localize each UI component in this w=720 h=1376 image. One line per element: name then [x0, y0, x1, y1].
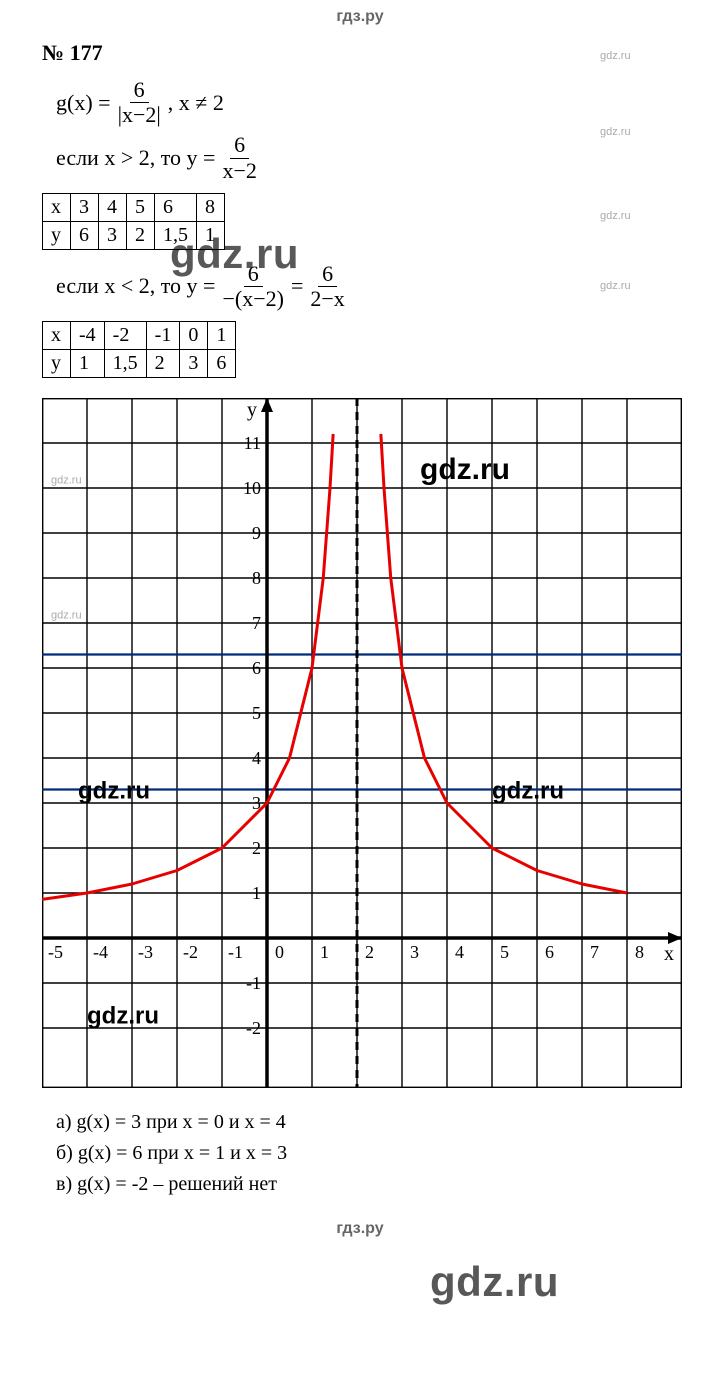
eq-lhs: g(x) = [56, 90, 111, 116]
svg-text:5: 5 [252, 703, 261, 723]
svg-text:4: 4 [455, 942, 464, 962]
watermark-big: gdz.ru [170, 230, 299, 278]
svg-text:-1: -1 [246, 973, 261, 993]
table-cell: 4 [99, 193, 127, 221]
watermark-small: gdz.ru [600, 210, 631, 222]
function-chart: -5 -4 -3 -2 -1 0 1 2 3 4 5 6 7 8 -2 -1 1 2 3 4 5 6 7 8 9 10 11 x y gd… [42, 398, 682, 1088]
svg-text:gdz.ru: gdz.ru [420, 453, 510, 486]
svg-text:1: 1 [252, 883, 261, 903]
answer-c: в) g(x) = -2 – решений нет [56, 1173, 720, 1196]
table-cell: x [43, 322, 71, 350]
svg-text:-1: -1 [228, 942, 243, 962]
svg-text:-3: -3 [138, 942, 153, 962]
branch1-den: x−2 [218, 159, 260, 183]
watermark-small: gdz.ru [600, 126, 631, 138]
svg-text:y: y [247, 399, 257, 421]
table-cell: -2 [104, 322, 146, 350]
eq-cond: , x ≠ 2 [168, 90, 224, 116]
branch1-equation: если x > 2, то y = 6 x−2 [56, 133, 720, 182]
site-footer: гдз.ру [0, 1204, 720, 1246]
table-cell: -1 [146, 322, 180, 350]
branch1-prefix: если x > 2, то y = [56, 145, 215, 171]
svg-text:gdz.ru: gdz.ru [87, 1003, 159, 1030]
svg-text:7: 7 [590, 942, 599, 962]
branch1-num: 6 [230, 133, 249, 158]
eq-den: |x−2| [114, 103, 165, 127]
svg-text:gdz.ru: gdz.ru [51, 610, 82, 622]
svg-text:10: 10 [243, 478, 261, 498]
table-cell: 2 [127, 221, 155, 249]
svg-text:6: 6 [252, 658, 261, 678]
table-cell: 1 [208, 322, 236, 350]
table-cell: 1 [71, 350, 105, 378]
table-cell: 6 [155, 193, 197, 221]
table-cell: 3 [180, 350, 208, 378]
branch2-den2: 2−x [306, 287, 348, 311]
svg-text:-4: -4 [93, 942, 108, 962]
svg-text:x: x [664, 943, 674, 965]
svg-text:9: 9 [252, 523, 261, 543]
svg-text:4: 4 [252, 748, 261, 768]
table2: x-4-2-101y11,5236 [42, 321, 236, 378]
table-cell: 8 [197, 193, 225, 221]
table-cell: 1,5 [104, 350, 146, 378]
svg-text:gdz.ru: gdz.ru [51, 475, 82, 487]
svg-text:2: 2 [365, 942, 374, 962]
table-cell: 6 [208, 350, 236, 378]
table-cell: 3 [71, 193, 99, 221]
site-header: гдз.ру [0, 0, 720, 40]
table-cell: -4 [71, 322, 105, 350]
svg-text:2: 2 [252, 838, 261, 858]
table-cell: 0 [180, 322, 208, 350]
watermark-small: gdz.ru [600, 50, 631, 62]
svg-text:8: 8 [252, 568, 261, 588]
svg-text:gdz.ru: gdz.ru [492, 778, 564, 805]
table-cell: y [43, 350, 71, 378]
branch2-den1: −(x−2) [218, 287, 287, 311]
table-cell: 5 [127, 193, 155, 221]
answers-block: а) g(x) = 3 при x = 0 и x = 4 б) g(x) = … [56, 1111, 720, 1196]
svg-text:-5: -5 [48, 942, 63, 962]
branch1-fraction: 6 x−2 [218, 133, 260, 182]
table-cell: y [43, 221, 71, 249]
branch2-num2: 6 [318, 262, 337, 287]
table-cell: 2 [146, 350, 180, 378]
table-cell: 6 [71, 221, 99, 249]
eq-num: 6 [130, 78, 149, 103]
eq-fraction: 6 |x−2| [114, 78, 165, 127]
svg-text:5: 5 [500, 942, 509, 962]
svg-text:3: 3 [410, 942, 419, 962]
main-equation: g(x) = 6 |x−2| , x ≠ 2 [56, 78, 720, 127]
answer-b: б) g(x) = 6 при x = 1 и x = 3 [56, 1142, 720, 1165]
svg-text:8: 8 [635, 942, 644, 962]
table-cell: 3 [99, 221, 127, 249]
branch2-fraction2: 6 2−x [306, 262, 348, 311]
chart-container: -5 -4 -3 -2 -1 0 1 2 3 4 5 6 7 8 -2 -1 1 2 3 4 5 6 7 8 9 10 11 x y gd… [42, 398, 682, 1093]
watermark-big: gdz.ru [430, 1258, 559, 1306]
svg-text:-2: -2 [246, 1018, 261, 1038]
table-cell: x [43, 193, 71, 221]
svg-text:11: 11 [244, 433, 261, 453]
svg-text:gdz.ru: gdz.ru [78, 778, 150, 805]
svg-text:7: 7 [252, 613, 261, 633]
svg-text:1: 1 [320, 942, 329, 962]
svg-text:-2: -2 [183, 942, 198, 962]
svg-text:0: 0 [275, 942, 284, 962]
answer-a: а) g(x) = 3 при x = 0 и x = 4 [56, 1111, 720, 1134]
watermark-small: gdz.ru [600, 280, 631, 292]
svg-text:6: 6 [545, 942, 554, 962]
svg-text:3: 3 [252, 793, 261, 813]
content-area: № 177 g(x) = 6 |x−2| , x ≠ 2 если x > 2,… [0, 40, 720, 1196]
